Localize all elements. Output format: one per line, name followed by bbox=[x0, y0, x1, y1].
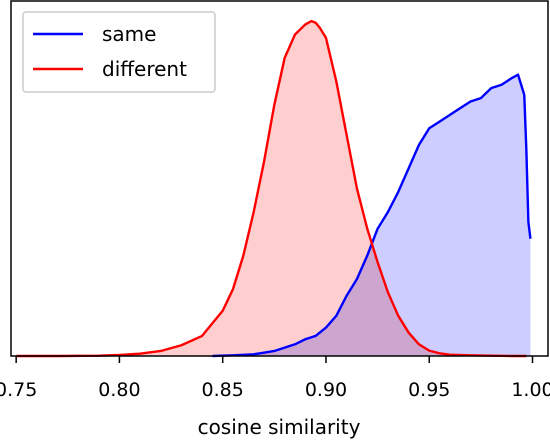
line-different bbox=[16, 19, 527, 358]
legend-label-same: same bbox=[102, 22, 156, 46]
x-tick-label-0.85: 0.85 bbox=[202, 379, 244, 401]
x-tick-label-0.90: 0.90 bbox=[305, 379, 347, 401]
legend: same different bbox=[22, 11, 216, 93]
series-lines bbox=[16, 19, 532, 358]
x-tick-label-0.75: 0.75 bbox=[0, 379, 37, 401]
plot-frame bbox=[10, 0, 549, 357]
line-same bbox=[212, 73, 532, 358]
x-tick-label-0.80: 0.80 bbox=[98, 379, 140, 401]
x-axis-ticks: 0.75 0.80 0.85 0.90 0.95 1.00 bbox=[0, 356, 550, 401]
x-tick-label-1.00: 1.00 bbox=[511, 379, 550, 401]
x-tick-label-0.95: 0.95 bbox=[408, 379, 450, 401]
series-fills bbox=[16, 21, 531, 357]
area-same bbox=[212, 74, 531, 357]
area-different bbox=[16, 21, 527, 357]
legend-frame bbox=[22, 11, 216, 93]
legend-label-different: different bbox=[102, 57, 187, 81]
x-axis-label: cosine similarity bbox=[198, 415, 361, 439]
